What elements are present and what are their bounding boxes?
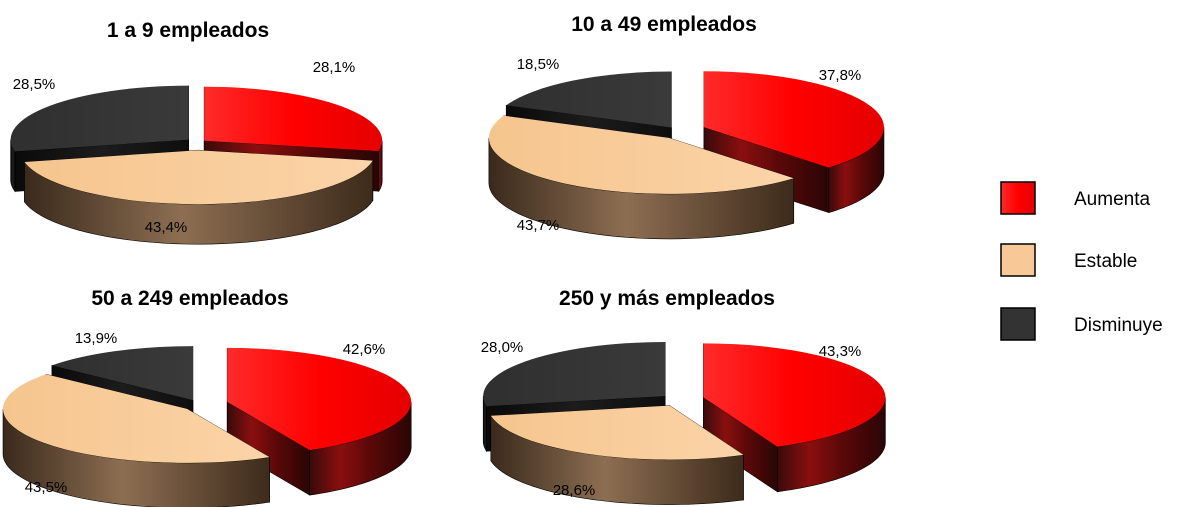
pie-slice-top <box>3 374 270 463</box>
legend-item-estable: Estable <box>1000 243 1137 277</box>
legend-label-disminuye: Disminuye <box>1074 315 1163 336</box>
legend-item-disminuye: Disminuye <box>1000 307 1163 341</box>
legend-label-aumenta: Aumenta <box>1074 189 1150 210</box>
legend-swatch-aumenta <box>1000 181 1036 215</box>
pie-slice-top <box>488 115 794 194</box>
pie-label-estable: 43,5% <box>25 479 68 496</box>
pie-title: 10 a 49 empleados <box>571 13 757 36</box>
pie-slice-aumenta <box>703 343 886 493</box>
pie-slice-top <box>703 71 884 168</box>
pie-label-aumenta: 43,3% <box>819 343 862 360</box>
pie-slice-estable <box>2 373 270 507</box>
pie-label-aumenta: 42,6% <box>343 341 386 358</box>
pie-chart-3: 50 a 249 empleados 42,6% 43,5% 13,9% <box>2 287 412 507</box>
pie-label-estable: 43,4% <box>145 219 188 236</box>
pie-label-disminuye: 18,5% <box>517 56 560 73</box>
pie-charts: 1 a 9 empleados 28,1% 43,4% 28,5% 10 a 49 em… <box>2 13 886 507</box>
pie-slice-top <box>483 341 666 407</box>
pie-slice-top <box>24 150 373 205</box>
legend-label-estable: Estable <box>1074 251 1137 272</box>
pie-chart-4: 250 y más empleados 43,3% 28,6% 28,0% <box>481 287 886 505</box>
pie-slice-top <box>490 405 744 460</box>
pie-title: 250 y más empleados <box>559 287 775 310</box>
pie-label-aumenta: 37,8% <box>819 67 862 84</box>
pie-slice-top <box>703 343 886 447</box>
pie-label-estable: 28,6% <box>553 482 596 499</box>
legend: Aumenta Estable Disminuye <box>1000 181 1163 341</box>
legend-swatch-disminuye <box>1000 307 1036 341</box>
pie-slice-top <box>204 86 383 152</box>
pie-title: 50 a 249 empleados <box>91 287 288 310</box>
pie-slice-top <box>506 71 672 128</box>
pie-label-disminuye: 13,9% <box>75 330 118 347</box>
pie-label-estable: 43,7% <box>517 217 560 234</box>
pie-slice-top <box>51 346 193 401</box>
pie-label-disminuye: 28,0% <box>481 339 524 356</box>
pie-slice-top <box>227 347 412 451</box>
pie-label-aumenta: 28,1% <box>313 59 356 76</box>
pie-slice-estable <box>488 115 795 240</box>
pie-label-disminuye: 28,5% <box>13 76 56 93</box>
pie-chart-2: 10 a 49 empleados 37,8% 43,7% 18,5% <box>488 13 885 240</box>
pie-slice-aumenta <box>226 347 412 496</box>
pie-slice-estable <box>490 405 744 505</box>
legend-item-aumenta: Aumenta <box>1000 181 1150 215</box>
pie-slice-top <box>10 85 189 152</box>
pie-chart-1: 1 a 9 empleados 28,1% 43,4% 28,5% <box>10 19 383 245</box>
legend-swatch-estable <box>1000 243 1036 277</box>
pie-slice-estable <box>24 149 374 245</box>
pie-title: 1 a 9 empleados <box>107 19 269 42</box>
